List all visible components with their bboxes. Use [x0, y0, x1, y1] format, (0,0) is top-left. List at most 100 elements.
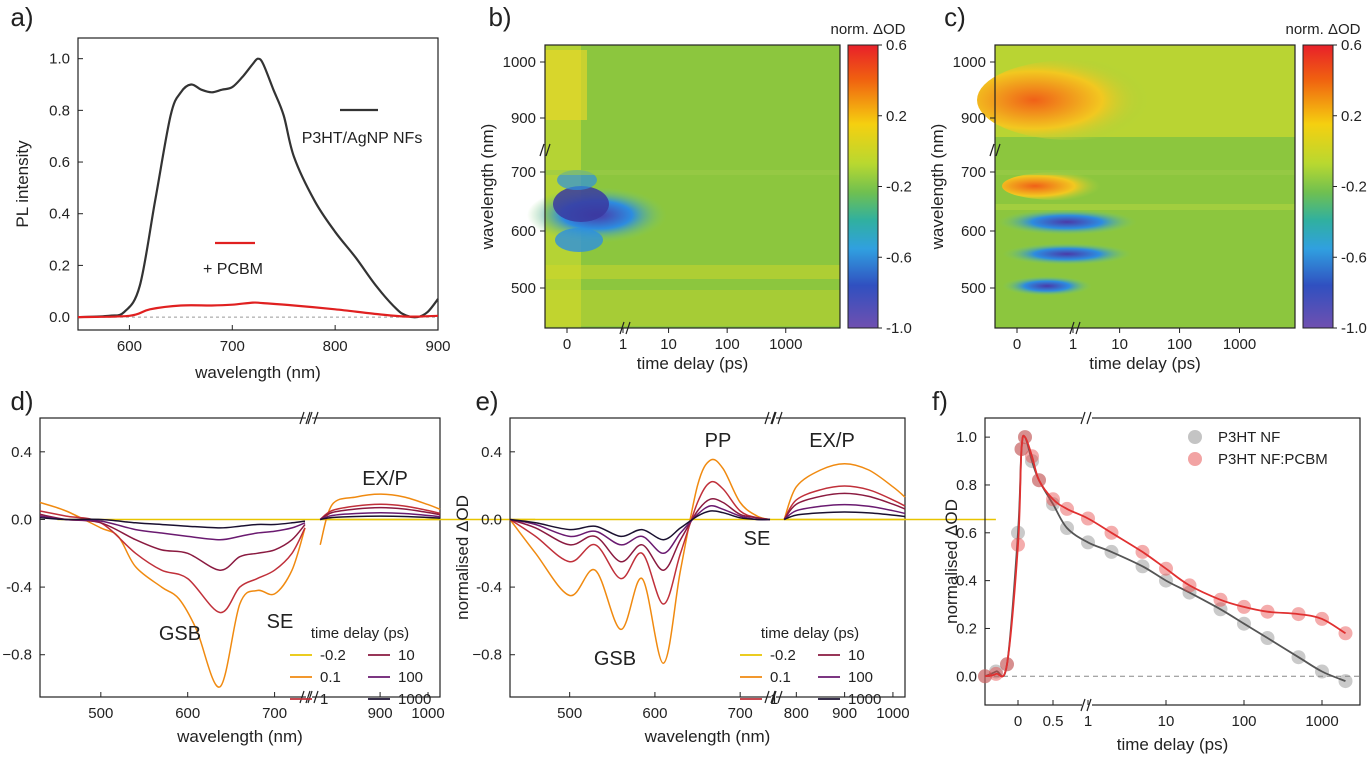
axis-break-gap [306, 410, 312, 426]
y-tick-label: 500 [511, 280, 536, 297]
x-tick-label: 500 [557, 705, 582, 722]
panel-a-frame [77, 37, 439, 331]
legend-label: 10 [398, 647, 415, 664]
x-axis-break [771, 411, 777, 425]
x-tick-label: 500 [88, 705, 113, 722]
panel-b-label: b) [488, 2, 511, 32]
series-line-right-3 [319, 506, 441, 521]
colorbar [847, 44, 879, 329]
x-tick-label: 100 [1231, 713, 1256, 730]
series-line-right-1 [319, 493, 441, 546]
legend-marker [1188, 430, 1202, 444]
x-axis-break [305, 690, 311, 704]
y-tick-label: 0.0 [11, 511, 32, 528]
annotation-label: PP [705, 430, 732, 452]
x-axis-break [1086, 698, 1092, 712]
x-axis-break [305, 411, 311, 425]
colorbar-tick-label: -0.6 [886, 249, 912, 266]
x-axis-break [770, 411, 776, 425]
y-tick-label: 0.6 [49, 154, 70, 171]
panel-d-frame [39, 417, 441, 698]
y-tick-label: 0.8 [956, 477, 977, 494]
axis-break-gap [306, 689, 312, 705]
series-line-0 [77, 57, 439, 319]
y-tick-label: 0.4 [481, 444, 502, 461]
y-axis-break [989, 143, 995, 157]
x-tick-label: 0 [1013, 336, 1021, 353]
x-tick-label: 1 [1084, 713, 1092, 730]
x-tick-label: 100 [1167, 336, 1192, 353]
y-tick-label: 0.0 [956, 668, 977, 685]
y-axis-break [995, 143, 1001, 157]
legend-label: 100 [398, 669, 423, 686]
panel-c-label: c) [944, 2, 966, 32]
colorbar-title: norm. ΔOD [830, 21, 905, 38]
panel-e-label: e) [475, 386, 498, 416]
legend-label: 1 [320, 691, 328, 708]
panel-a-label: a) [10, 2, 33, 32]
y-axis-label: normalised ΔOD [453, 495, 472, 620]
y-tick-label: 1.0 [49, 51, 70, 68]
x-axis-break [299, 690, 305, 704]
x-axis-break [764, 411, 770, 425]
y-tick-label: 500 [961, 280, 986, 297]
heatmap-background [545, 45, 840, 328]
x-axis-break [625, 321, 631, 335]
legend-label: -0.2 [320, 647, 346, 664]
x-axis-break [313, 690, 319, 704]
legend-marker [1188, 452, 1202, 466]
x-axis-break [777, 411, 783, 425]
legend-label: 0.1 [320, 669, 341, 686]
panel-f-frame [984, 417, 1361, 706]
x-axis-break [1069, 321, 1075, 335]
colorbar-title: norm. ΔOD [1285, 21, 1360, 38]
heatmap-frame [994, 44, 1296, 329]
series-line-5 [509, 510, 771, 541]
colorbar-tick-label: -0.2 [886, 179, 912, 196]
series-line-4 [39, 515, 306, 541]
y-tick-label: 0.2 [956, 620, 977, 637]
heatmap-blob [1002, 243, 1132, 265]
x-axis-break [313, 411, 319, 425]
y-tick-label: 1000 [953, 54, 986, 71]
y-tick-label: 0.0 [49, 309, 70, 326]
annotation-label: GSB [159, 623, 201, 645]
legend-label: 1000 [848, 691, 881, 708]
legend-title: time delay (ps) [311, 625, 409, 642]
x-tick-label: 1000 [411, 705, 444, 722]
x-axis-label: time delay (ps) [1117, 735, 1228, 754]
axis-break-gap [1082, 697, 1092, 713]
series-line-right-2 [319, 503, 441, 521]
x-axis-label: wavelength (nm) [194, 363, 321, 382]
series-line-2 [509, 480, 771, 605]
legend-label: P3HT NF:PCBM [1218, 451, 1328, 468]
x-axis-break [1080, 411, 1086, 425]
x-tick-label: 600 [175, 705, 200, 722]
y-tick-label: 700 [511, 164, 536, 181]
legend-label: 1 [770, 691, 778, 708]
heatmap-band [995, 204, 1295, 210]
y-tick-label: 700 [961, 164, 986, 181]
x-axis-label: wavelength (nm) [644, 727, 771, 746]
y-tick-label: −0.8 [2, 647, 32, 664]
series-line-1 [77, 301, 439, 319]
legend-label: 10 [848, 647, 865, 664]
x-axis-break [299, 411, 305, 425]
x-axis-break [307, 690, 313, 704]
legend-label: P3HT/AgNP NFs [302, 130, 423, 147]
y-axis-break [545, 143, 551, 157]
x-tick-label: 900 [832, 705, 857, 722]
x-tick-label: 900 [368, 705, 393, 722]
x-tick-label: 700 [728, 705, 753, 722]
y-tick-label: -0.4 [6, 579, 32, 596]
x-tick-label: 1000 [1223, 336, 1256, 353]
series-line-right-1 [783, 462, 906, 520]
y-tick-label: 1000 [503, 54, 536, 71]
series-line-right-5 [320, 515, 441, 521]
x-axis-break [777, 690, 783, 704]
x-tick-label: 10 [660, 336, 677, 353]
fit-line-0 [984, 434, 1346, 682]
y-axis-label: wavelength (nm) [478, 124, 497, 251]
heatmap-blob [1002, 172, 1112, 200]
